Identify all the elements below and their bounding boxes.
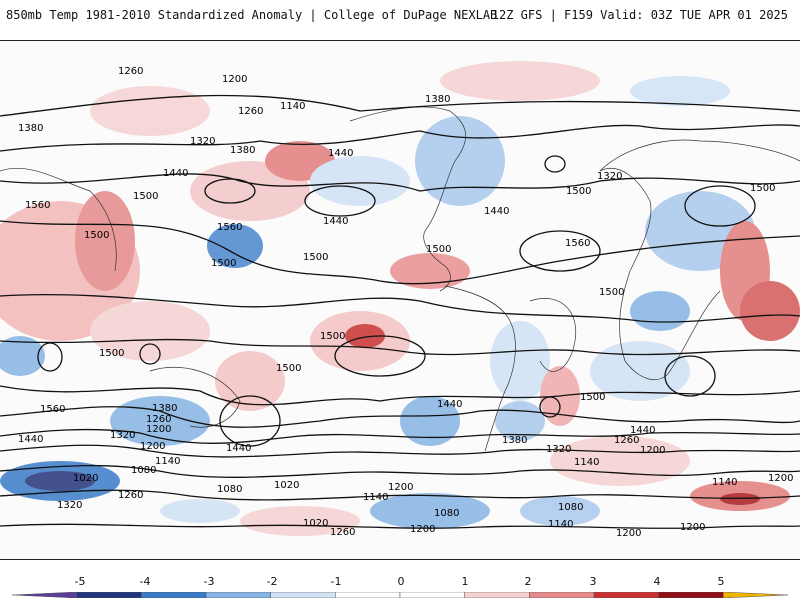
coastlines bbox=[0, 106, 800, 452]
colorbar-segment bbox=[593, 592, 659, 598]
contour-label: 1080 bbox=[434, 508, 459, 519]
colorbar-tick: 2 bbox=[524, 575, 532, 588]
contour-label: 1320 bbox=[546, 444, 571, 455]
contour-label: 1440 bbox=[18, 434, 43, 445]
contour-label: 1380 bbox=[502, 435, 527, 446]
contour-label: 1020 bbox=[274, 480, 299, 491]
contour-label: 1500 bbox=[211, 258, 236, 269]
contour-label: 1260 bbox=[118, 490, 143, 501]
map-title: 850mb Temp 1981-2010 Standardized Anomal… bbox=[6, 8, 498, 22]
contour-label: 1200 bbox=[640, 445, 665, 456]
contour-label: 1320 bbox=[190, 136, 215, 147]
contour-label: 1380 bbox=[18, 123, 43, 134]
contour-label: 1320 bbox=[57, 500, 82, 511]
colorbar-tick: -3 bbox=[203, 575, 215, 588]
colorbar-tick: 5 bbox=[717, 575, 725, 588]
colorbar-segment bbox=[529, 592, 595, 598]
contour-label: 1260 bbox=[118, 66, 143, 77]
colorbar-tick: -1 bbox=[330, 575, 342, 588]
contour-label: 1320 bbox=[110, 430, 135, 441]
colorbar-segment bbox=[464, 592, 530, 598]
anomaly-map: 1260 1200 1140 1260 1380 1320 1380 1320 … bbox=[0, 40, 800, 560]
contour-label: 1140 bbox=[280, 101, 305, 112]
contour-label: 1140 bbox=[363, 492, 388, 503]
contour-label: 1560 bbox=[25, 200, 50, 211]
colorbar-tick: -2 bbox=[266, 575, 278, 588]
contour-label: 1500 bbox=[566, 186, 591, 197]
contour-label: 1140 bbox=[574, 457, 599, 468]
contour-label: 1560 bbox=[565, 238, 590, 249]
colorbar-tick: 1 bbox=[461, 575, 469, 588]
contour-label: 1440 bbox=[328, 148, 353, 159]
contour-label: 1440 bbox=[226, 443, 251, 454]
contour-labels: 1260 1200 1140 1260 1380 1320 1380 1320 … bbox=[18, 66, 793, 539]
contour-label: 1140 bbox=[548, 519, 573, 530]
contour-label: 1560 bbox=[40, 404, 65, 415]
contour-label: 1500 bbox=[426, 244, 451, 255]
contour-label: 1260 bbox=[238, 106, 263, 117]
contour-label: 1500 bbox=[84, 230, 109, 241]
colorbar-segment bbox=[141, 592, 207, 598]
run-valid-time: 12Z GFS | F159 Valid: 03Z TUE APR 01 202… bbox=[491, 8, 788, 22]
colorbar-tick: 3 bbox=[589, 575, 597, 588]
contour-label: 1440 bbox=[484, 206, 509, 217]
contour-label: 1560 bbox=[217, 222, 242, 233]
contour-label: 1500 bbox=[599, 287, 624, 298]
height-contours bbox=[0, 94, 800, 529]
contour-label: 1200 bbox=[388, 482, 413, 493]
colorbar-tick: 4 bbox=[653, 575, 661, 588]
contour-label: 1080 bbox=[217, 484, 242, 495]
contour-label: 1380 bbox=[425, 94, 450, 105]
contour-label: 1440 bbox=[630, 425, 655, 436]
contour-label: 1320 bbox=[597, 171, 622, 182]
colorbar-segment bbox=[723, 592, 788, 598]
map-svg: 1260 1200 1140 1260 1380 1320 1380 1320 … bbox=[0, 41, 800, 559]
contour-label: 1020 bbox=[73, 473, 98, 484]
contour-label: 1500 bbox=[580, 392, 605, 403]
contour-label: 1200 bbox=[680, 522, 705, 533]
colorbar-segment bbox=[12, 592, 77, 598]
colorbar-labels: -5 -4 -3 -2 -1 0 1 2 3 4 5 bbox=[0, 575, 800, 589]
contour-label: 1440 bbox=[437, 399, 462, 410]
contour-label: 1140 bbox=[155, 456, 180, 467]
contour-label: 1500 bbox=[750, 183, 775, 194]
colorbar-segment bbox=[205, 592, 271, 598]
contour-label: 1260 bbox=[614, 435, 639, 446]
contour-label: 1020 bbox=[303, 518, 328, 529]
contour-label: 1200 bbox=[768, 473, 793, 484]
contour-label: 1080 bbox=[558, 502, 583, 513]
contour-label: 1200 bbox=[616, 528, 641, 539]
contour-label: 1200 bbox=[410, 524, 435, 535]
contour-label: 1440 bbox=[163, 168, 188, 179]
colorbar-tick: 0 bbox=[397, 575, 405, 588]
contour-label: 1500 bbox=[320, 331, 345, 342]
contour-label: 1200 bbox=[140, 441, 165, 452]
contour-label: 1500 bbox=[133, 191, 158, 202]
contour-label: 1500 bbox=[276, 363, 301, 374]
colorbar-segment bbox=[270, 592, 336, 598]
contour-label: 1500 bbox=[303, 252, 328, 263]
colorbar-tick: -5 bbox=[74, 575, 86, 588]
contour-label: 1440 bbox=[323, 216, 348, 227]
colorbar-segment bbox=[76, 592, 142, 598]
contour-label: 1140 bbox=[712, 477, 737, 488]
contour-label: 1500 bbox=[99, 348, 124, 359]
contour-label: 1260 bbox=[330, 527, 355, 538]
contour-label: 1200 bbox=[146, 424, 171, 435]
contour-label: 1380 bbox=[230, 145, 255, 156]
contour-label: 1380 bbox=[152, 403, 177, 414]
colorbar-tick: -4 bbox=[139, 575, 151, 588]
contour-label: 1200 bbox=[222, 74, 247, 85]
colorbar-segment bbox=[658, 592, 724, 598]
colorbar-segment bbox=[335, 592, 401, 598]
colorbar bbox=[12, 592, 788, 598]
colorbar-segment bbox=[399, 592, 465, 598]
header: 850mb Temp 1981-2010 Standardized Anomal… bbox=[0, 0, 800, 30]
contour-label: 1260 bbox=[146, 414, 171, 425]
contour-label: 1080 bbox=[131, 465, 156, 476]
